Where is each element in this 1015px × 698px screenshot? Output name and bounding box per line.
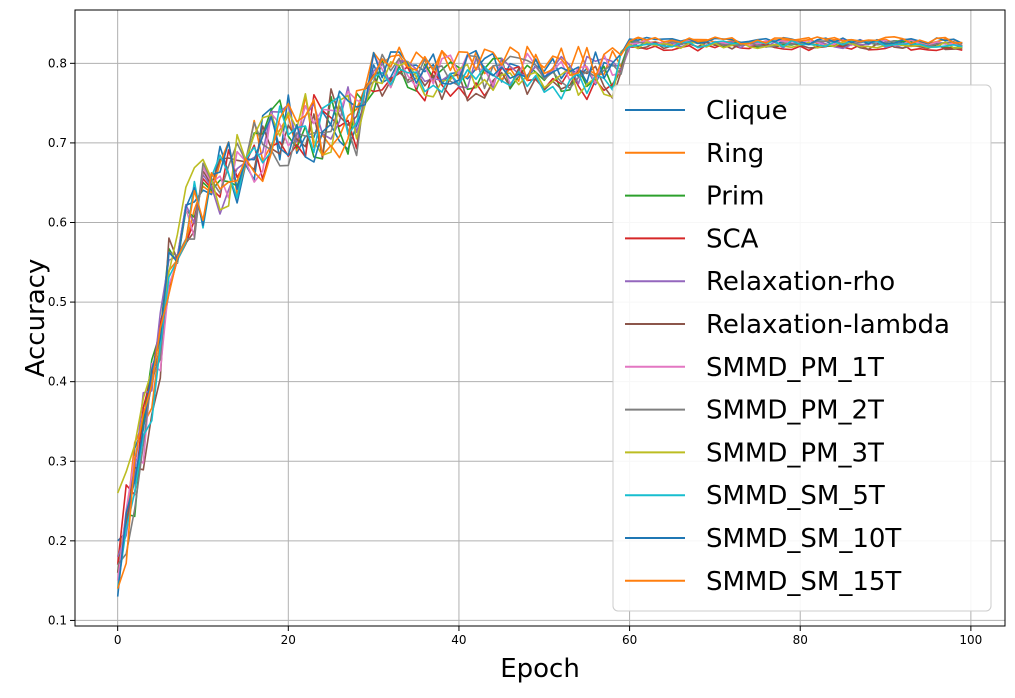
x-axis-label: Epoch: [500, 654, 580, 684]
x-tick-label: 20: [281, 633, 296, 647]
legend-box: [612, 84, 992, 612]
legend-label: Clique: [706, 96, 788, 126]
y-tick-label: 0.2: [48, 534, 67, 548]
y-tick-label: 0.4: [48, 375, 67, 389]
y-axis-label: Accuracy: [21, 259, 51, 378]
legend-label: Prim: [706, 182, 764, 212]
x-tick-label: 40: [451, 633, 466, 647]
y-tick-label: 0.1: [48, 613, 67, 627]
series-line-smmd-pm-2t: [117, 39, 963, 566]
legend-label: Relaxation-rho: [706, 267, 895, 297]
series-line-smmd-sm-15t: [116, 36, 963, 589]
y-tick-label: 0.6: [48, 215, 67, 229]
plot-frame: [74, 9, 1006, 627]
legend-label: Ring: [706, 139, 764, 169]
x-tick-label: 80: [793, 633, 808, 647]
axis-ticks: 0 20 40 60 80 100 0.1 0.2 0.3 0.4 0.5 0.6 0.7 0.8: [48, 56, 982, 647]
legend: Clique Ring Prim SCA Relaxation-rho Relaxatio…: [612, 84, 992, 612]
legend-label: SMMD_PM_2T: [706, 396, 884, 426]
y-tick-label: 0.3: [48, 454, 67, 468]
y-tick-label: 0.5: [48, 295, 67, 309]
legend-label: SMMD_PM_1T: [706, 353, 884, 383]
y-tick-label: 0.7: [48, 136, 67, 150]
series-lines: [116, 36, 963, 597]
y-tick-label: 0.8: [48, 56, 67, 70]
x-tick-label: 100: [959, 633, 982, 647]
legend-label: SMMD_PM_3T: [706, 438, 884, 468]
legend-label: SMMD_SM_5T: [706, 481, 885, 511]
legend-label: Relaxation-lambda: [706, 310, 950, 340]
x-tick-label: 0: [114, 633, 122, 647]
x-tick-label: 60: [622, 633, 637, 647]
legend-label: SMMD_SM_10T: [706, 524, 901, 554]
series-line-smmd-sm-5t: [116, 39, 963, 589]
legend-label: SCA: [706, 224, 759, 254]
legend-label: SMMD_SM_15T: [706, 567, 901, 597]
